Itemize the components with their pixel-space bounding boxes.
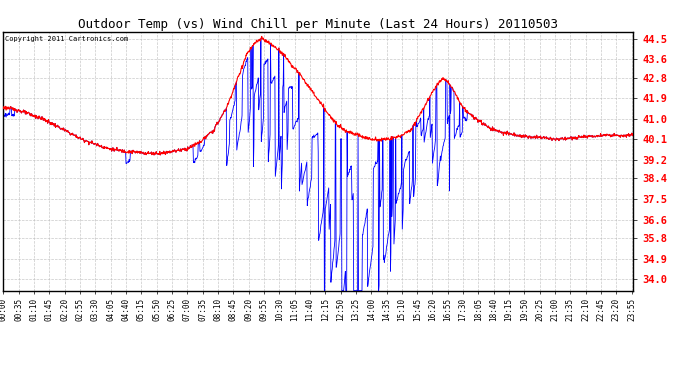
Title: Outdoor Temp (vs) Wind Chill per Minute (Last 24 Hours) 20110503: Outdoor Temp (vs) Wind Chill per Minute …: [79, 18, 558, 31]
Text: Copyright 2011 Cartronics.com: Copyright 2011 Cartronics.com: [5, 36, 128, 42]
